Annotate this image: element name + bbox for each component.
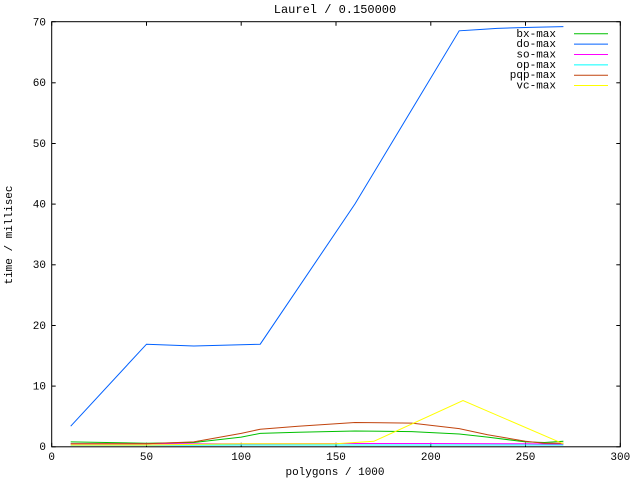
svg-text:70: 70 <box>33 18 46 30</box>
svg-text:40: 40 <box>33 200 46 212</box>
svg-text:Laurel / 0.150000: Laurel / 0.150000 <box>274 3 396 17</box>
svg-text:200: 200 <box>421 452 441 464</box>
svg-text:50: 50 <box>140 452 153 464</box>
svg-text:50: 50 <box>33 139 46 151</box>
svg-text:60: 60 <box>33 78 46 90</box>
svg-text:250: 250 <box>516 452 536 464</box>
svg-text:time / millisec: time / millisec <box>4 185 16 284</box>
svg-text:150: 150 <box>326 452 346 464</box>
svg-text:100: 100 <box>231 452 251 464</box>
svg-text:30: 30 <box>33 260 46 272</box>
svg-text:20: 20 <box>33 321 46 333</box>
svg-text:vc-max: vc-max <box>516 81 556 93</box>
svg-text:10: 10 <box>33 382 46 394</box>
svg-text:300: 300 <box>610 452 630 464</box>
svg-text:0: 0 <box>48 452 55 464</box>
svg-text:polygons / 1000: polygons / 1000 <box>285 467 384 479</box>
svg-text:0: 0 <box>39 442 46 454</box>
